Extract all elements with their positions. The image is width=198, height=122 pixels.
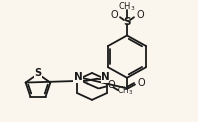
- Text: S: S: [123, 17, 131, 27]
- Text: N: N: [74, 72, 83, 82]
- Text: O: O: [137, 78, 145, 88]
- Text: O: O: [108, 81, 115, 91]
- Text: S: S: [34, 68, 42, 78]
- Text: CH$_3$: CH$_3$: [117, 84, 133, 97]
- Text: CH$_3$: CH$_3$: [118, 0, 136, 13]
- Text: O: O: [110, 10, 118, 20]
- Text: N: N: [101, 72, 110, 82]
- Text: O: O: [136, 10, 144, 20]
